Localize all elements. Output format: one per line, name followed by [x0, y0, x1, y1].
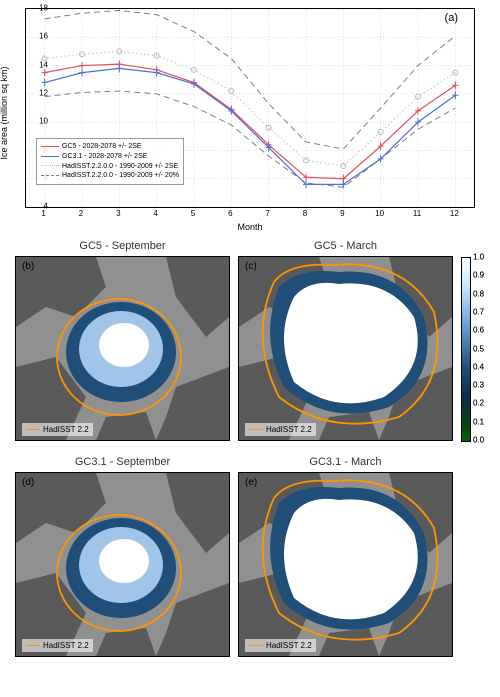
map-panel-e: GC3.1 - March (e)HadISST 2.2 [238, 456, 453, 657]
y-axis-label: Ice area (million sq km) [0, 66, 9, 159]
map-grid: GC5 - September (b)HadISST 2.2 GC5 - Mar… [15, 240, 485, 672]
figure-container: Ice area (million sq km) Month (a) 46810… [0, 0, 500, 697]
map-panel-b: GC5 - September (b)HadISST 2.2 [15, 240, 230, 441]
x-axis-label: Month [237, 222, 262, 232]
map-panel-c: GC5 - March (c)HadISST 2.2 [238, 240, 453, 441]
chart-legend: GC5 - 2028-2078 +/- 2SEGC3.1 - 2028-2078… [36, 138, 184, 185]
map-panel-d: GC3.1 - September (d)HadISST 2.2 [15, 456, 230, 657]
colorbar-bottom: 1.00.90.80.70.60.50.40.30.20.10.0 [461, 257, 475, 442]
